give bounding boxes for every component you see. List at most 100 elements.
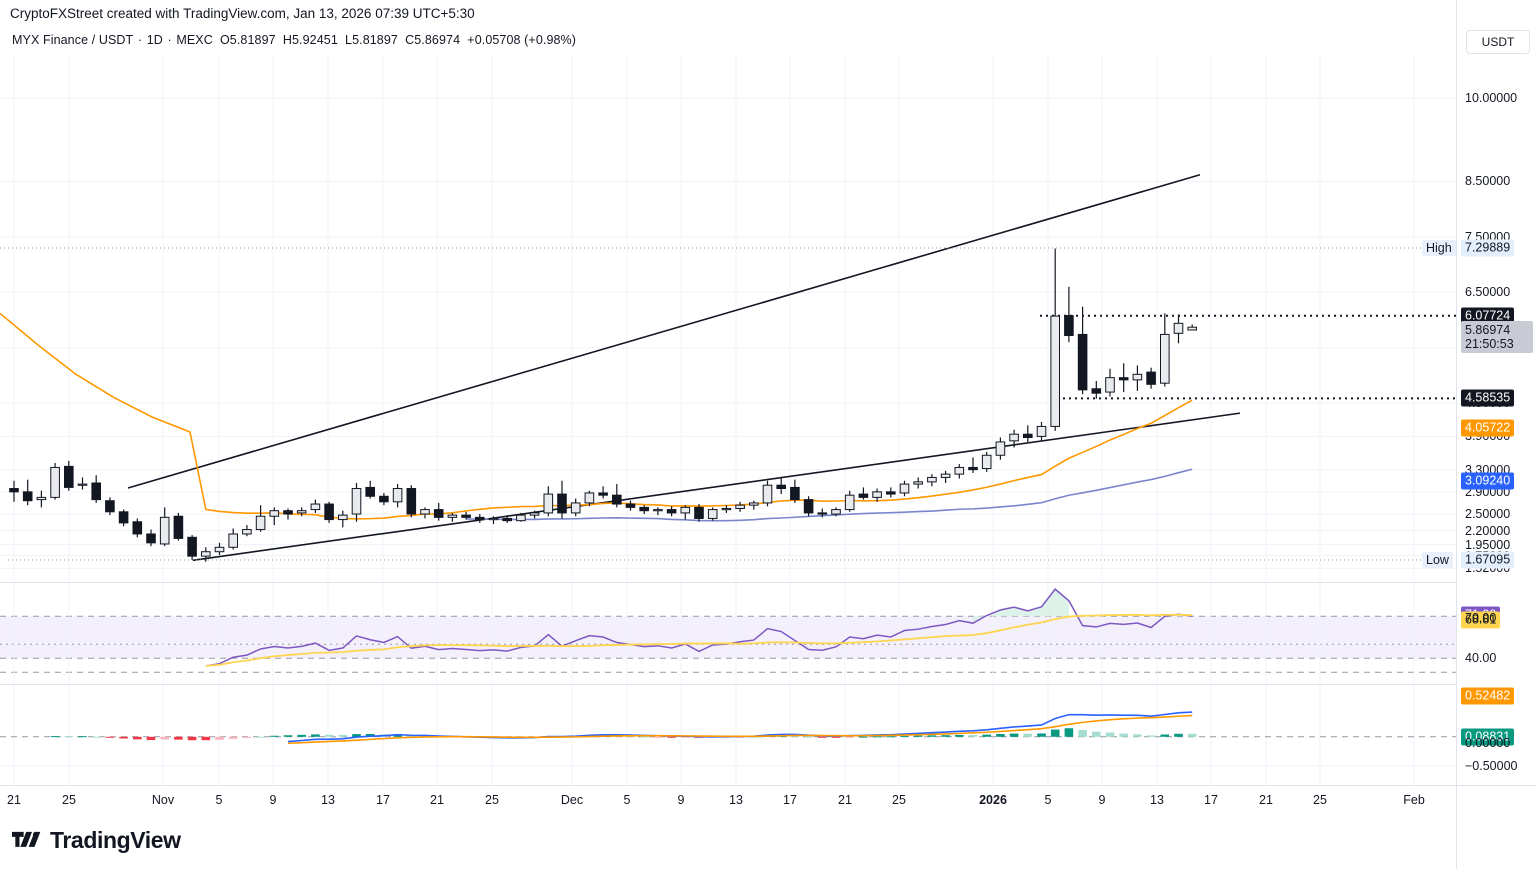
macd-histogram-bar [297,734,306,737]
legend-open: O5.81897 [219,33,276,47]
pane-divider-macd[interactable] [0,684,1456,685]
last-price-countdown[interactable]: 5.86974 21:50:53 [1461,321,1533,354]
macd-histogram-bar [174,736,183,740]
macd-line-label[interactable]: 0.52482 [1461,687,1515,705]
rsi-overbought-fill [1055,589,1069,617]
candle-body [406,488,417,515]
candle-body [844,494,855,511]
candle-body [817,512,828,515]
candle-body [338,514,348,521]
candle-body [735,504,745,509]
macd-pane[interactable] [0,685,1456,785]
candle-body [269,510,280,517]
macd-histogram-bar [831,736,841,738]
macd-histogram-bar [215,736,224,740]
time-tick-2: Nov [151,793,175,807]
candle-body [118,511,129,524]
time-tick-0: 21 [7,793,21,807]
candle-body [22,491,33,502]
time-tick-15: 25 [892,793,906,807]
macd-histogram-bar [1174,733,1183,737]
macd-histogram-bar [626,736,635,738]
high-price-label[interactable]: 7.29889 [1461,239,1515,257]
rsi-ma-line [205,613,1193,667]
rsi-overbought-fill [1041,589,1056,617]
macd-histogram-bar [1092,731,1101,737]
macd-histogram-bar [749,736,759,738]
legend-change: +0.05708 (+0.98%) [467,33,577,47]
legend-exchange[interactable]: MEXC [176,33,213,47]
price-scale[interactable]: USDT 10.000008.500007.500006.500005.5000… [1456,0,1536,869]
rsi-ma-value-label[interactable]: 68.81 [1461,611,1501,629]
candle-body [420,509,430,515]
time-tick-16: 2026 [979,793,1007,807]
ma-slow-price-label[interactable]: 3.09240 [1461,472,1515,490]
candle-body [105,500,115,513]
macd-histogram-bar [119,736,128,739]
candle-body [433,509,444,518]
time-tick-22: 25 [1313,793,1327,807]
candle-body [365,486,375,497]
candle-body [913,481,924,485]
support-price-label[interactable]: 4.58535 [1461,389,1515,407]
macd-histogram-bar [1119,733,1128,737]
tradingview-logo: TradingView [12,827,181,854]
candle-body [296,510,307,514]
candle-body [1091,388,1102,394]
time-tick-4: 9 [269,793,277,807]
macd-histogram-bar [872,736,882,738]
trendlines [127,173,1241,562]
candle-body [680,506,691,514]
macd-histogram-bar [900,735,909,737]
rsi-pane[interactable] [0,583,1456,683]
macd-histogram-bar [256,736,265,738]
macd-histogram-bar [64,736,74,738]
macd-histogram-bar [1064,728,1074,737]
time-scale[interactable]: 21 25 Nov 5 9 13 17 21 25 Dec 5 9 13 17 21 25 2026 5 9 13 17… [0,785,1536,816]
resistance-price-label[interactable]: 6.07724 [1461,307,1515,325]
low-price-label[interactable]: 1.67095 [1461,551,1515,569]
chart-legend[interactable]: MYX Finance / USDT · 1D · MEXC O5.81897 … [12,33,577,47]
ma-fast-price-label[interactable]: 4.05722 [1461,419,1515,437]
candle-body [749,502,759,506]
macd-histogram-bar [818,736,827,738]
price-tick-0: 10.00000 [1465,91,1518,106]
candle-body [1146,371,1156,385]
legend-close: C5.86974 [405,33,461,47]
legend-symbol[interactable]: MYX Finance / USDT [12,33,134,47]
currency-unit-box[interactable]: USDT [1466,30,1530,54]
legend-interval[interactable]: 1D [146,33,163,47]
candle-body [214,546,225,553]
time-tick-18: 9 [1098,793,1106,807]
last-price-value: 5.86974 [1465,323,1511,338]
price-pane[interactable] [0,55,1456,580]
tradingview-wordmark: TradingView [50,827,181,853]
candle-body [242,529,252,535]
macd-signal-line [287,714,1193,745]
candle-body [1160,333,1170,384]
time-tick-23: Feb [1403,793,1425,807]
macd-hist-label[interactable]: 0.08831 [1461,728,1515,746]
candle-body [1187,326,1198,331]
candle-body [954,466,965,475]
candle-body [927,476,937,483]
candle-body [995,441,1006,456]
candle-body [1132,373,1143,381]
candle-body [77,483,88,486]
candle-body [1173,322,1184,334]
chart-canvas[interactable] [0,55,1456,785]
rsi-overbought-fill [1027,606,1042,617]
macd-histogram-bar [187,736,197,741]
candle-body [694,506,704,519]
macd-histogram-bar [968,734,978,737]
high-marker-tag: High [1422,239,1456,256]
pane-divider-rsi[interactable] [0,582,1456,583]
ma-slow-line [466,468,1193,522]
candle-body [36,496,47,501]
candle-body [132,521,143,535]
macd-histogram-bar [859,736,868,738]
macd-histogram-bar [338,734,348,737]
candle-body [228,533,238,548]
time-tick-8: 25 [485,793,499,807]
candle-body [1064,315,1074,337]
